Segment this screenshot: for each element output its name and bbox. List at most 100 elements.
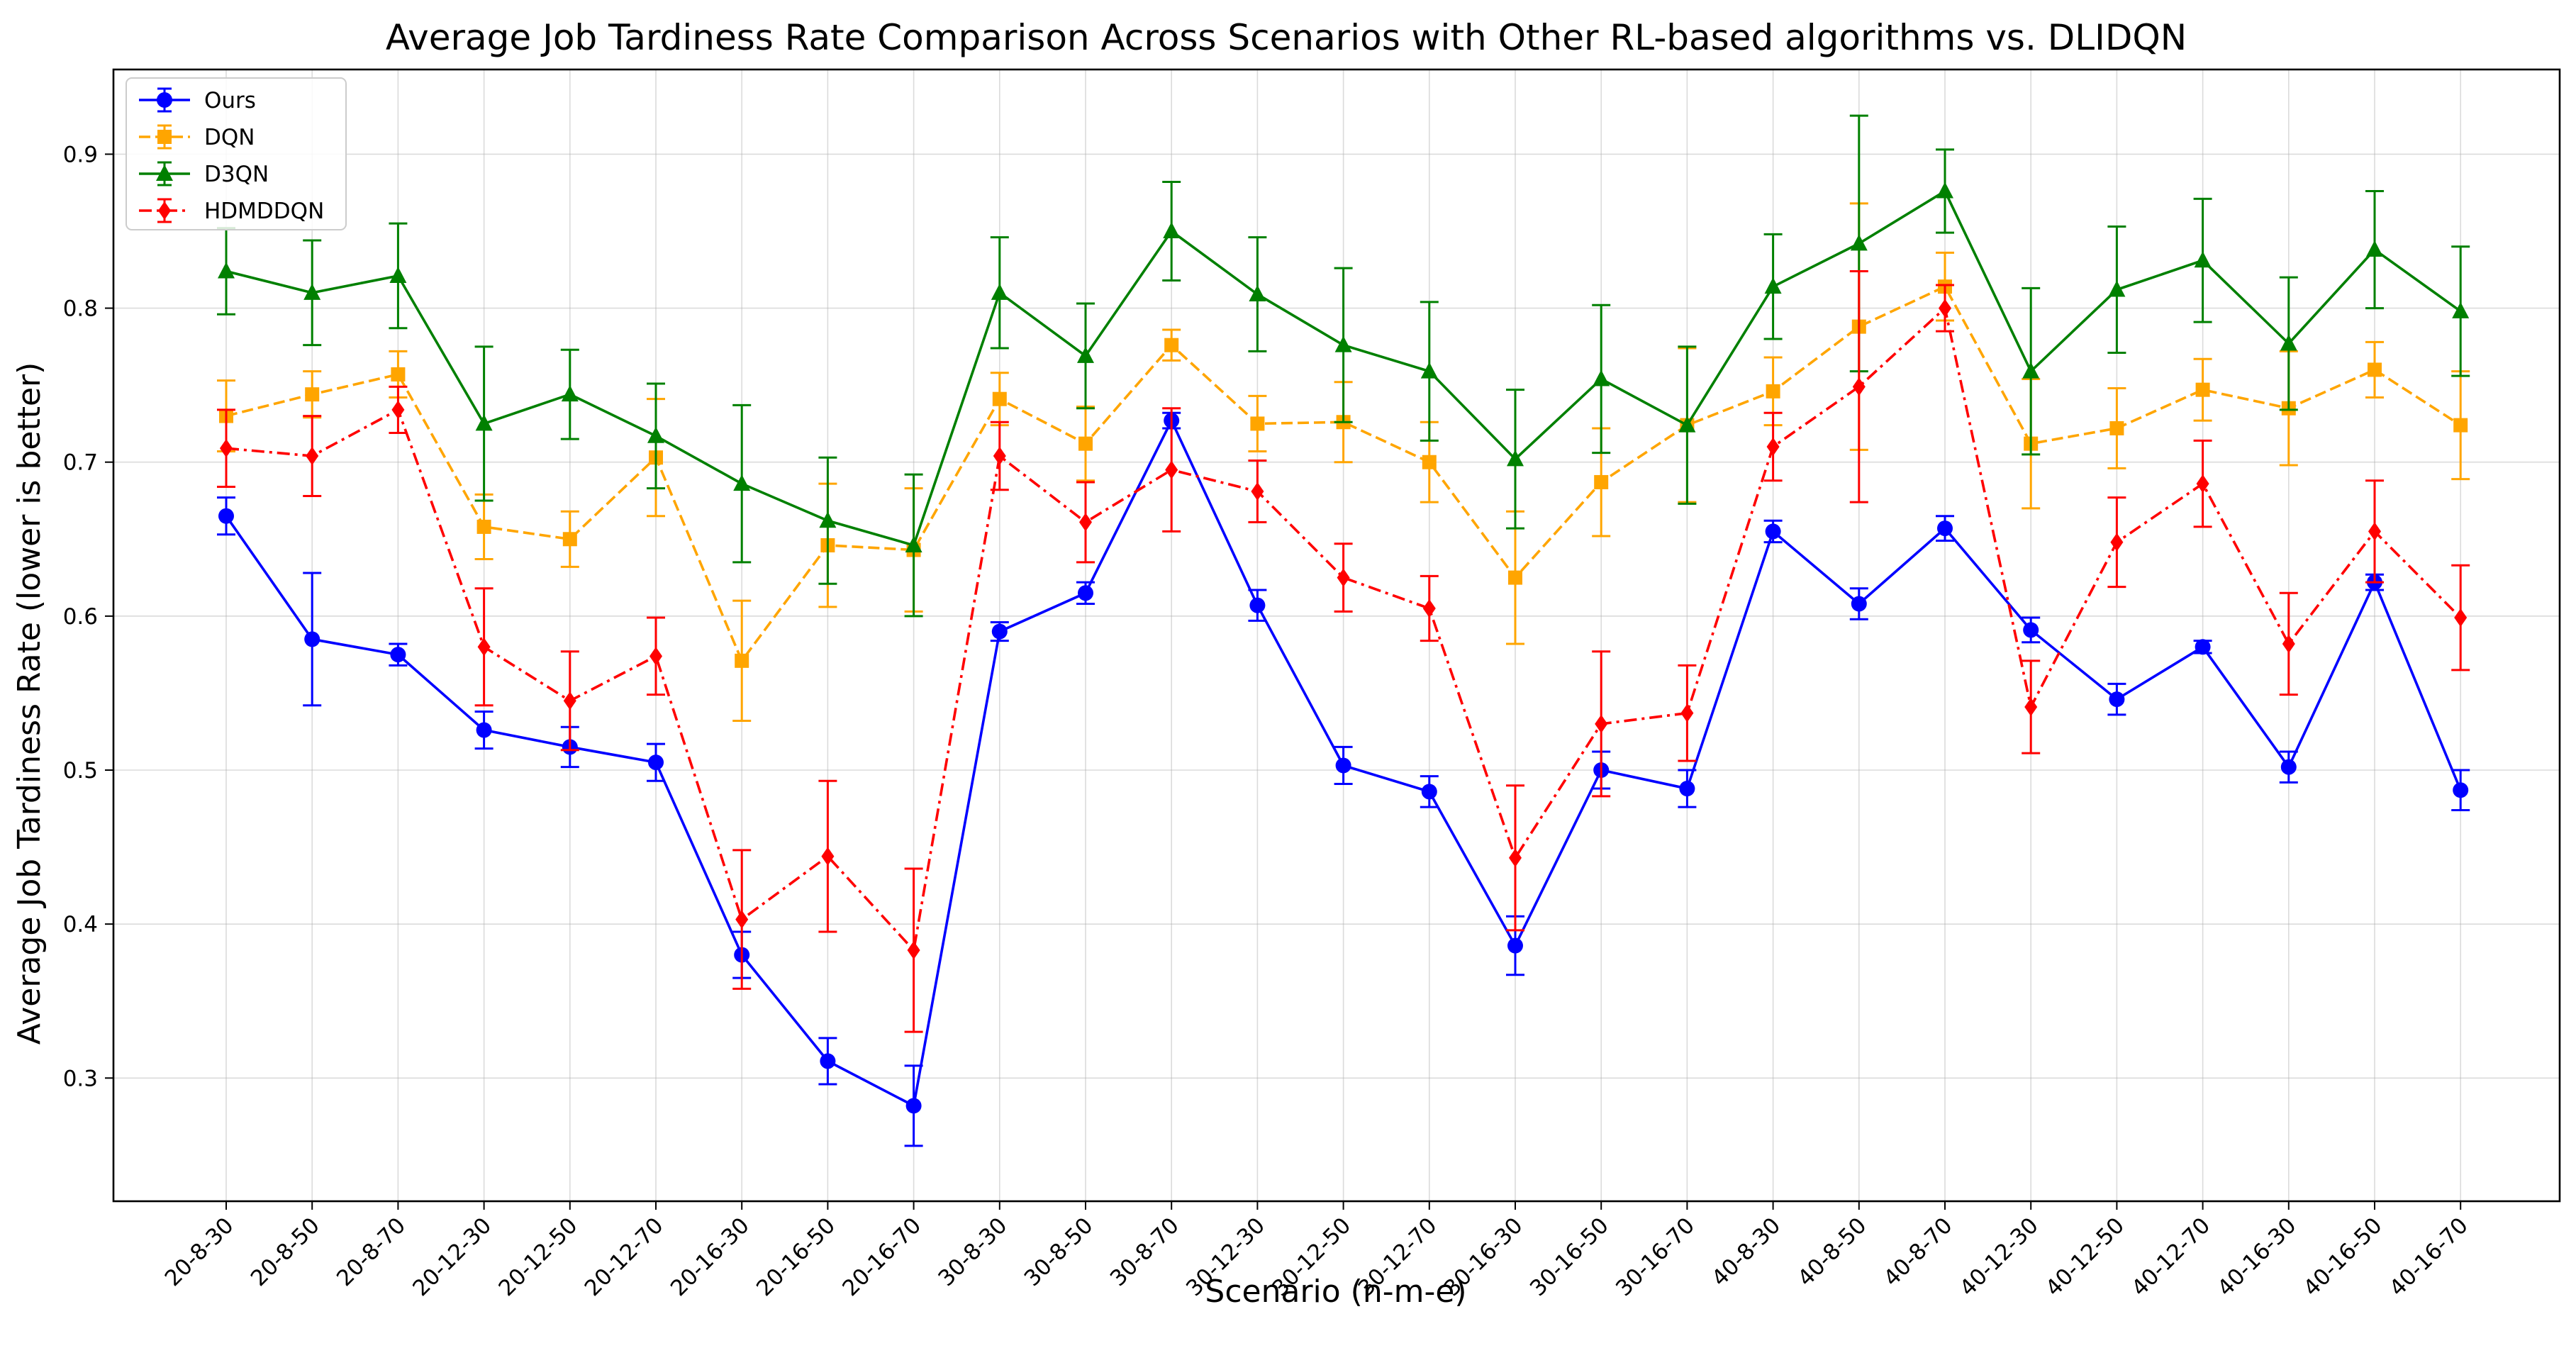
legend-box — [126, 77, 347, 230]
data-point — [1164, 338, 1179, 352]
data-point — [1939, 299, 1951, 318]
y-tick-label: 0.3 — [63, 1066, 98, 1091]
data-point — [1509, 848, 1522, 867]
data-point — [2452, 301, 2470, 318]
series-line — [225, 306, 2462, 952]
data-point — [2110, 533, 2124, 552]
data-point — [1766, 438, 1780, 456]
data-point — [1078, 436, 1093, 451]
data-point — [905, 1098, 922, 1114]
data-point — [1850, 234, 1868, 251]
data-point — [1936, 182, 1953, 199]
series-line — [225, 285, 2462, 662]
legend-label: DQN — [204, 125, 255, 150]
data-point — [1337, 568, 1350, 587]
legend-marker — [158, 201, 171, 220]
data-point — [992, 391, 1007, 406]
data-point — [1764, 277, 1782, 294]
data-point — [2454, 608, 2468, 628]
data-point — [562, 532, 577, 547]
data-point — [305, 387, 320, 402]
data-point — [735, 910, 749, 929]
data-point — [1078, 585, 1093, 601]
data-point — [391, 367, 406, 382]
data-point — [1249, 597, 1266, 613]
data-point — [2368, 362, 2382, 377]
data-point — [2280, 334, 2297, 351]
data-point — [2024, 697, 2038, 716]
series-group — [217, 114, 2470, 1147]
legend-label: Ours — [204, 88, 256, 113]
data-point — [2280, 759, 2297, 775]
y-axis-label: Average Job Tardiness Rate (lower is bet… — [11, 362, 48, 1045]
data-point — [907, 941, 920, 960]
data-point — [1595, 714, 1608, 733]
data-point — [304, 631, 320, 647]
data-point — [1679, 781, 1695, 797]
x-axis-label: Scenario (n-m-e) — [1205, 1274, 1466, 1310]
data-point — [1507, 937, 1523, 954]
data-point — [2366, 240, 2383, 257]
data-point — [2368, 522, 2381, 541]
legend: Ours DQN D3QN HDMDDQN — [126, 77, 347, 230]
data-point — [1421, 784, 1437, 800]
y-tick-label: 0.4 — [63, 912, 98, 937]
series-hdmddqn — [217, 269, 2470, 1033]
y-tick-label: 0.7 — [63, 450, 98, 476]
data-point — [218, 262, 235, 279]
series-d3qn — [217, 114, 2470, 618]
data-point — [1851, 596, 1867, 612]
data-point — [2109, 691, 2125, 708]
data-point — [476, 519, 491, 534]
y-tick-label: 0.5 — [63, 758, 98, 784]
data-point — [1249, 285, 1266, 302]
data-point — [1077, 346, 1094, 363]
legend-label: HDMDDQN — [204, 199, 324, 224]
data-point — [819, 511, 837, 528]
legend-marker — [156, 165, 173, 181]
data-point — [2196, 474, 2209, 494]
data-point — [2195, 382, 2210, 397]
data-point — [647, 426, 664, 443]
legend-item-ours: Ours — [139, 87, 256, 113]
data-point — [1508, 570, 1522, 585]
data-point — [820, 1053, 836, 1069]
data-point — [649, 647, 662, 666]
data-point — [1422, 599, 1436, 618]
data-point — [475, 414, 493, 431]
data-point — [2195, 639, 2211, 655]
data-point — [993, 447, 1006, 466]
data-point — [2108, 280, 2126, 297]
data-point — [1420, 362, 1438, 379]
data-point — [821, 847, 835, 866]
data-point — [2194, 251, 2212, 268]
data-point — [2023, 622, 2039, 638]
plot-frame — [112, 68, 2561, 1203]
data-point — [648, 754, 664, 771]
y-ticks: 0.3 0.4 0.5 0.6 0.7 0.8 0.9 — [63, 142, 113, 1091]
data-point — [476, 722, 492, 738]
data-point — [303, 283, 321, 300]
data-point — [390, 647, 406, 663]
data-point — [561, 385, 579, 402]
y-tick-label: 0.9 — [63, 142, 98, 167]
data-point — [220, 439, 233, 458]
data-point — [1765, 523, 1781, 540]
data-point — [1680, 703, 1694, 723]
chart-title: Average Job Tardiness Rate Comparison Ac… — [386, 17, 2187, 58]
data-point — [2282, 634, 2295, 653]
data-point — [1937, 520, 1953, 537]
data-point — [1678, 416, 1696, 433]
data-point — [218, 508, 234, 524]
data-point — [1593, 369, 1610, 386]
data-point — [1165, 460, 1178, 479]
data-point — [1251, 481, 1264, 501]
legend-item-dqn: DQN — [139, 124, 255, 150]
legend-label: D3QN — [204, 162, 269, 187]
data-point — [2453, 418, 2468, 433]
data-point — [2109, 421, 2124, 435]
y-tick-label: 0.6 — [63, 604, 98, 630]
data-point — [1852, 377, 1866, 396]
